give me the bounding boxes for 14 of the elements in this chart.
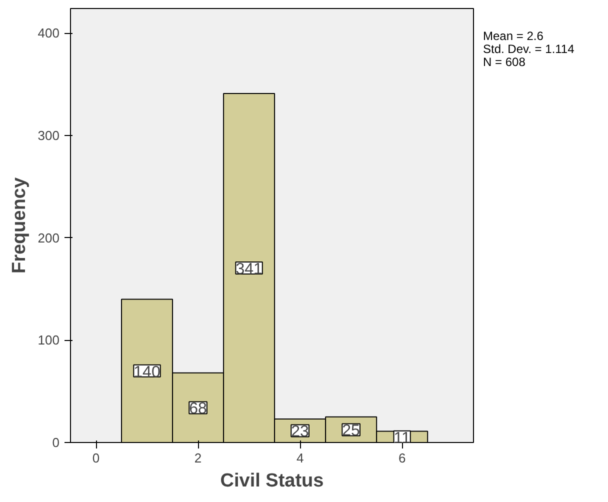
y-tick-label: 300 [38, 128, 60, 143]
y-tick-label: 0 [52, 435, 60, 450]
text: Std. Dev. = 1.114 [483, 42, 574, 56]
y-axis-title: Frequency [8, 177, 30, 274]
x-axis-title: Civil Status [220, 470, 324, 492]
y-tick-label: 400 [38, 26, 60, 41]
x-tick-label: 4 [296, 450, 304, 466]
x-tick-label: 0 [92, 450, 100, 466]
x-tick-label: 6 [398, 450, 406, 466]
y-tick-label: 100 [38, 332, 60, 348]
y-tick-label: 200 [38, 230, 60, 246]
x-tick-label: 2 [194, 450, 202, 466]
text: N = 608 [483, 55, 526, 69]
text: Mean = 2.6 [483, 29, 544, 43]
